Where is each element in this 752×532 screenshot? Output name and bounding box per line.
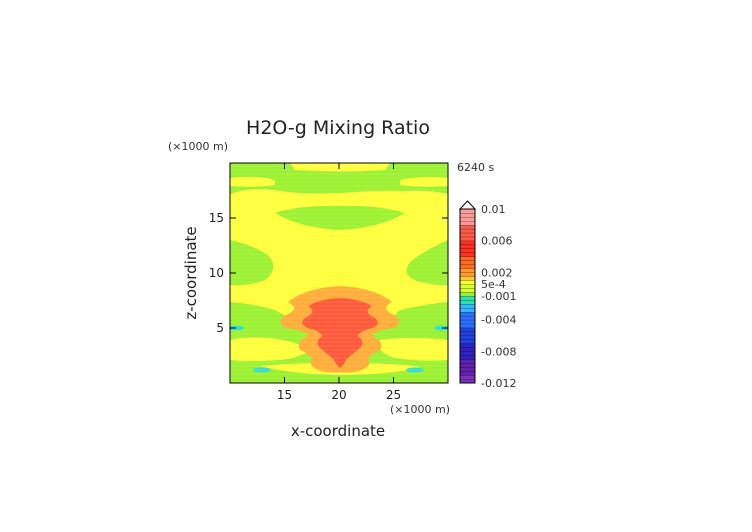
colorbar-swatch [459, 252, 476, 257]
colorbar-swatch [459, 339, 476, 344]
colorbar-swatch [459, 307, 476, 313]
colorbar-swatch [459, 236, 476, 242]
colorbar-label: 5e-4 [481, 278, 506, 291]
x-axis-label: x-coordinate [291, 422, 385, 440]
colorbar-swatch [459, 323, 476, 329]
y-tick-label: 15 [209, 211, 224, 225]
colorbar-swatch [459, 367, 476, 372]
colorbar-swatch [459, 224, 476, 230]
colorbar-swatch [459, 268, 476, 273]
colorbar-swatch [459, 284, 476, 289]
colorbar-swatch [459, 220, 476, 226]
chart-title: H2O-g Mixing Ratio [246, 117, 430, 139]
colorbar-label: -0.008 [481, 345, 516, 358]
colorbar-swatch [459, 331, 476, 336]
colorbar [458, 200, 477, 384]
negative-spot [253, 367, 271, 373]
colorbar-swatch [459, 371, 476, 376]
colorbar-swatch [459, 303, 476, 309]
colorbar-swatch [459, 280, 476, 285]
moist-region [290, 163, 390, 172]
colorbar-swatch [459, 295, 476, 301]
x-unit-label: (×1000 m) [390, 403, 450, 416]
moist-region [230, 189, 448, 330]
negative-spot [230, 325, 244, 331]
colorbar-swatch [459, 299, 476, 305]
core-red [302, 298, 378, 368]
colorbar-label: 0.006 [481, 235, 513, 248]
colorbar-label: -0.001 [481, 290, 516, 303]
moist-region [379, 338, 448, 361]
colorbar-swatch [459, 327, 476, 333]
colorbar-label: -0.004 [481, 314, 516, 327]
colorbar-swatch [459, 359, 476, 364]
moist-region [230, 337, 310, 361]
field-scanlines [230, 165, 448, 383]
colorbar-swatch [459, 240, 476, 246]
plot-area [230, 163, 448, 383]
colorbar-swatch [459, 244, 476, 249]
colorbar-swatch [459, 260, 476, 265]
colorbar-swatch [459, 347, 476, 352]
y-axis-label: z-coordinate [182, 226, 200, 319]
colorbar-swatch [459, 351, 476, 356]
colorbar-swatch [459, 374, 476, 380]
y-tick-label: 5 [216, 321, 224, 335]
dry-band [275, 205, 405, 230]
colorbar-swatch [459, 216, 476, 222]
colorbar-extend-arrow [458, 200, 477, 210]
y-axis: 5 10 15 [209, 211, 448, 335]
colorbar-swatch [459, 256, 476, 261]
colorbar-swatch [459, 355, 476, 360]
colorbar-swatch [459, 319, 476, 325]
colorbar-swatch [459, 208, 476, 214]
moist-region [400, 176, 448, 187]
colorbar-label: -0.012 [481, 377, 516, 390]
colorbar-swatch [459, 276, 476, 281]
x-tick-label: 25 [386, 388, 401, 402]
colorbar-label: 0.002 [481, 266, 513, 279]
colorbar-swatch [459, 335, 476, 340]
x-axis: 15 20 25 [277, 163, 401, 402]
negative-spot [434, 325, 448, 331]
y-unit-label: (×1000 m) [168, 140, 228, 153]
colorbar-swatch [459, 248, 476, 253]
colorbar-swatch [459, 272, 476, 277]
colorbar-swatch [459, 343, 476, 348]
y-tick-label: 10 [209, 266, 224, 280]
colorbar-swatch [459, 212, 476, 218]
colorbar-swatch [459, 363, 476, 368]
time-label: 6240 s [457, 161, 494, 174]
colorbar-swatch [459, 315, 476, 321]
colorbar-swatch [459, 264, 476, 269]
x-tick-label: 20 [331, 388, 346, 402]
moist-region [230, 176, 275, 187]
colorbar-swatch [459, 287, 476, 293]
colorbar-swatch [459, 228, 476, 234]
negative-spot [406, 367, 424, 373]
colorbar-swatch [459, 291, 476, 297]
colorbar-label: 0.01 [481, 203, 506, 216]
colorbar-swatch [459, 311, 476, 317]
x-tick-label: 15 [277, 388, 292, 402]
colorbar-swatch [459, 232, 476, 238]
